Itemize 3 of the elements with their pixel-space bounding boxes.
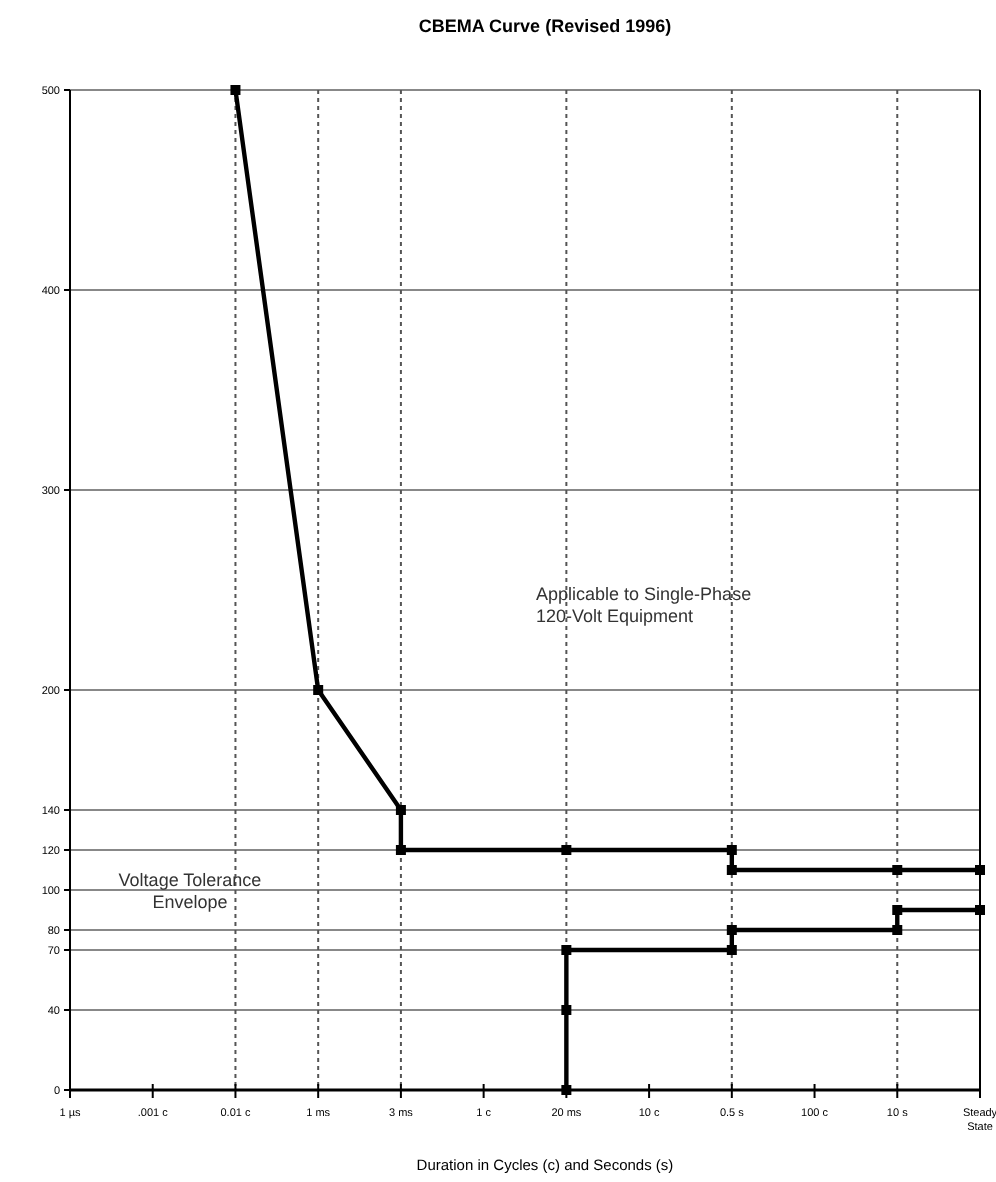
chart-title: CBEMA Curve (Revised 1996)	[418, 16, 672, 36]
annotation: Voltage Tolerance Envelope	[118, 870, 262, 912]
annotation: Applicable to Single-Phase 120-Volt Equipment	[536, 584, 752, 626]
